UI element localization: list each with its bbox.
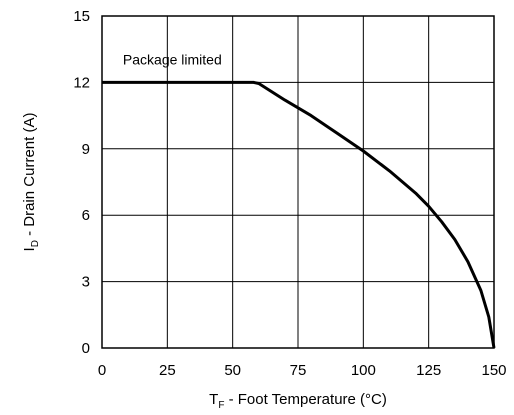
plot-frame xyxy=(101,15,495,349)
y-tick-label: 6 xyxy=(82,207,90,224)
x-axis-label-main: T xyxy=(209,391,218,408)
x-tick-label: 25 xyxy=(159,362,176,379)
y-tick-label: 15 xyxy=(73,8,90,25)
x-axis-label-rest: - Foot Temperature (°C) xyxy=(224,391,386,408)
y-tick-label: 0 xyxy=(82,340,90,357)
annotation-package-limited: Package limited xyxy=(123,52,222,68)
y-axis-label: ID - Drain Current (A) xyxy=(21,113,41,252)
series-layer xyxy=(102,80,496,349)
y-tick-label: 12 xyxy=(73,74,90,91)
x-tick-label: 125 xyxy=(416,362,441,379)
x-tick-label: 150 xyxy=(481,362,506,379)
series-line-0 xyxy=(102,80,496,349)
y-axis-label-main: I xyxy=(21,247,38,251)
y-tick-label: 9 xyxy=(82,141,90,158)
y-axis-label-subscript: D xyxy=(30,240,41,247)
x-tick-label: 75 xyxy=(290,362,307,379)
x-tick-labels: 0 25 50 75 100 125 150 xyxy=(98,362,507,379)
x-axis-label: TF - Foot Temperature (°C) xyxy=(209,391,387,411)
y-tick-label: 3 xyxy=(82,274,90,291)
x-tick-label: 50 xyxy=(224,362,241,379)
y-tick-labels: 0 3 6 9 12 15 xyxy=(73,8,90,357)
y-axis-label-rest: - Drain Current (A) xyxy=(21,113,38,241)
x-tick-label: 0 xyxy=(98,362,106,379)
x-tick-label: 100 xyxy=(351,362,376,379)
annotations: Package limited xyxy=(123,52,222,68)
x-axis-label-subscript: F xyxy=(218,400,224,411)
